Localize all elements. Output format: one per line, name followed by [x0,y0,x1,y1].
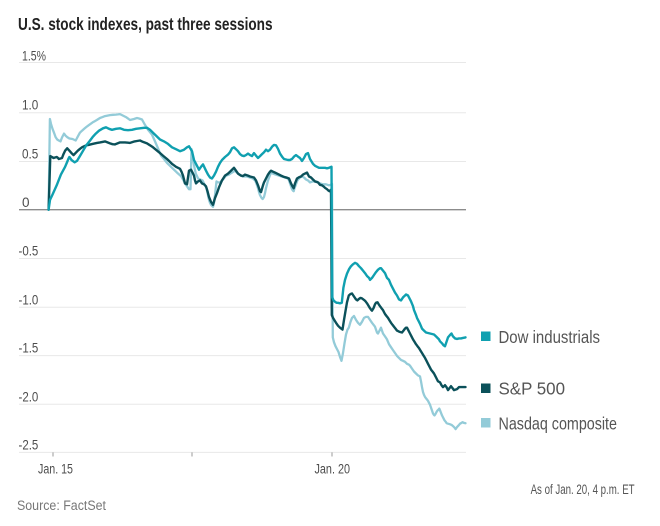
svg-text:1.5%: 1.5% [22,49,46,64]
svg-text:-1.0: -1.0 [19,292,39,307]
svg-text:Dow industrials: Dow industrials [499,327,601,347]
svg-text:Nasdaq composite: Nasdaq composite [499,413,618,433]
svg-text:Jan. 15: Jan. 15 [38,461,73,476]
svg-text:U.S. stock indexes, past three: U.S. stock indexes, past three sessions [18,14,273,34]
svg-text:0.5: 0.5 [22,146,38,161]
svg-text:Jan. 20: Jan. 20 [315,461,351,476]
svg-text:1.0: 1.0 [22,98,38,113]
svg-text:As of Jan. 20, 4 p.m. ET: As of Jan. 20, 4 p.m. ET [531,482,635,497]
svg-text:-1.5: -1.5 [19,341,39,356]
svg-text:S&P 500: S&P 500 [499,379,566,399]
svg-text:-2.0: -2.0 [19,389,39,404]
svg-text:Source: FactSet: Source: FactSet [17,498,106,513]
svg-text:0: 0 [22,195,30,210]
svg-text:-0.5: -0.5 [19,244,39,259]
svg-text:-2.5: -2.5 [19,438,39,453]
